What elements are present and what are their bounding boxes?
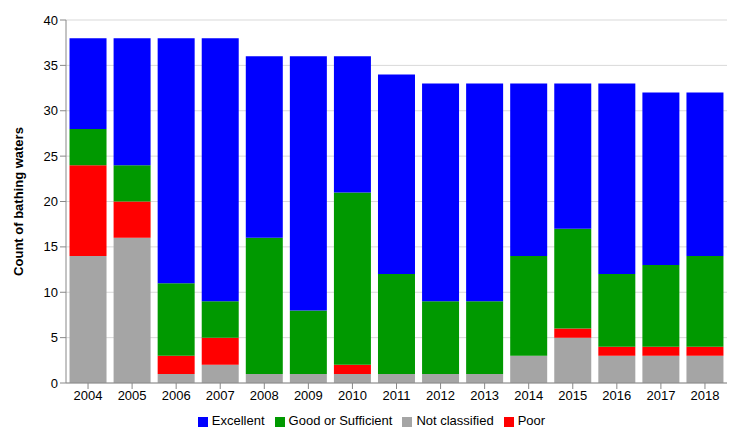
svg-text:2008: 2008	[250, 388, 279, 403]
svg-text:2010: 2010	[338, 388, 367, 403]
svg-text:2009: 2009	[294, 388, 323, 403]
svg-text:2018: 2018	[691, 388, 720, 403]
svg-text:2015: 2015	[558, 388, 587, 403]
svg-text:20: 20	[44, 194, 58, 209]
svg-text:Count of bathing waters: Count of bathing waters	[11, 127, 26, 276]
svg-text:5: 5	[51, 330, 58, 345]
svg-text:10: 10	[44, 285, 58, 300]
svg-text:35: 35	[44, 58, 58, 73]
svg-text:2017: 2017	[646, 388, 675, 403]
svg-text:40: 40	[44, 13, 58, 28]
svg-text:2014: 2014	[514, 388, 543, 403]
svg-text:2006: 2006	[162, 388, 191, 403]
svg-text:2011: 2011	[383, 388, 411, 403]
html-text:Poor: Poor	[517, 413, 546, 428]
html-text:Not classified: Not classified	[416, 413, 494, 428]
html-text:Excellent: Excellent	[211, 413, 265, 428]
svg-text:30: 30	[44, 103, 58, 118]
svg-text:2007: 2007	[206, 388, 235, 403]
svg-text:2012: 2012	[426, 388, 455, 403]
svg-text:2016: 2016	[602, 388, 631, 403]
svg-text:0: 0	[51, 376, 58, 391]
svg-text:2005: 2005	[118, 388, 147, 403]
svg-text:15: 15	[44, 239, 58, 254]
svg-text:2004: 2004	[74, 388, 103, 403]
html-text:Good or Sufficient: Good or Sufficient	[288, 413, 393, 428]
svg-text:25: 25	[44, 149, 58, 164]
svg-text:2013: 2013	[470, 388, 499, 403]
